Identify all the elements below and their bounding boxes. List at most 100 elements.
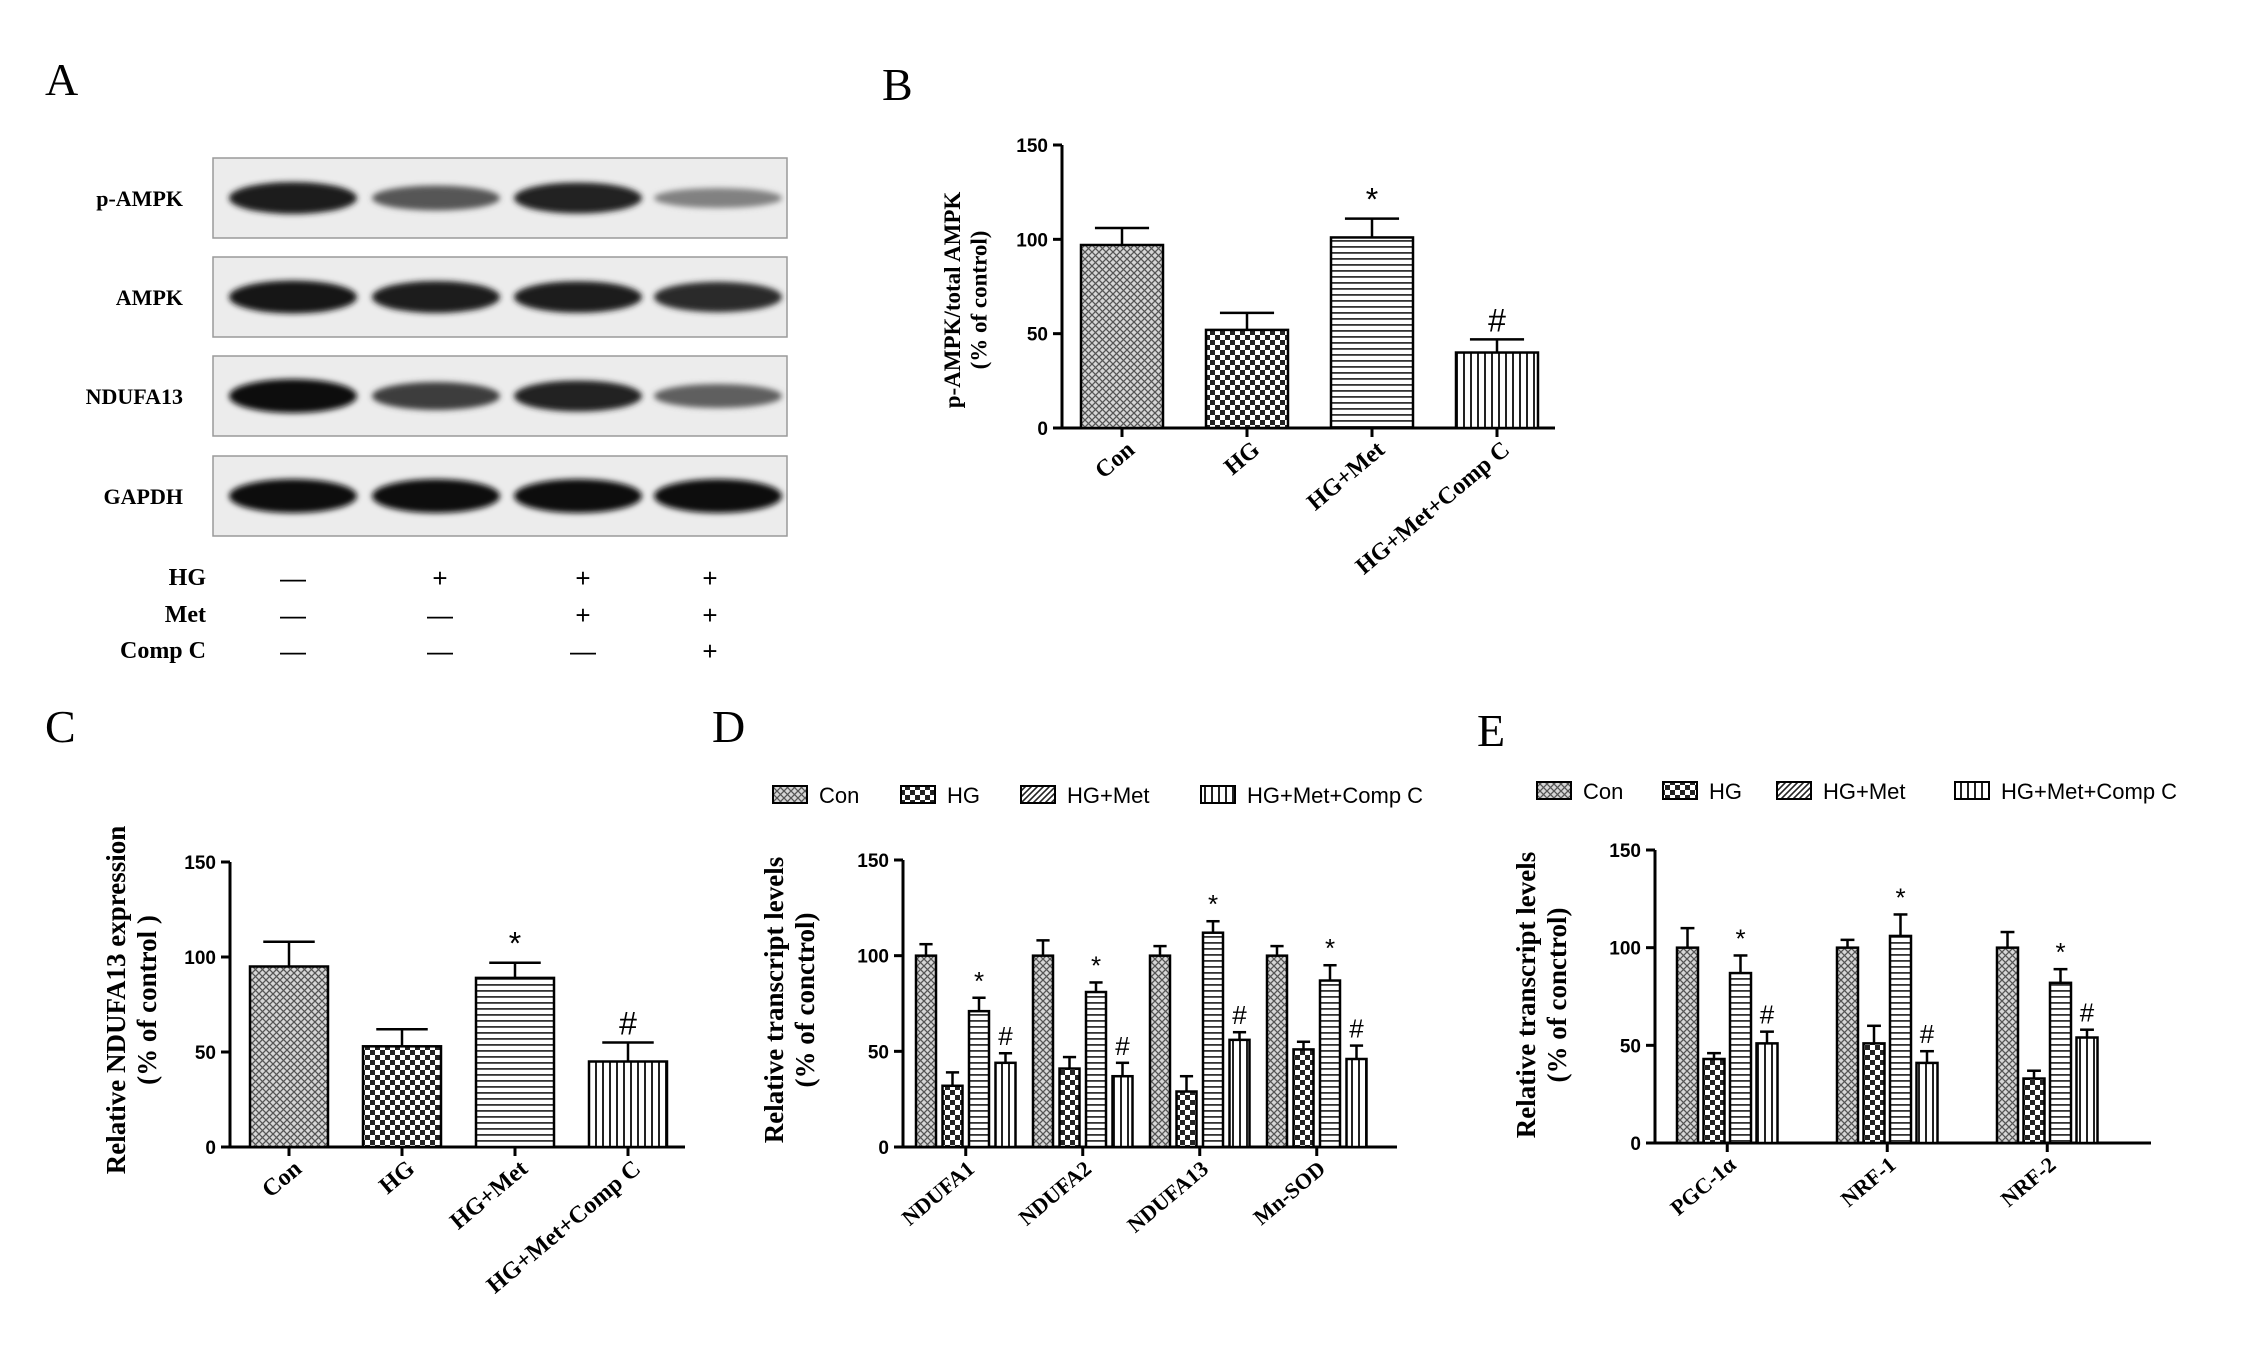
legend-label-con: Con bbox=[819, 783, 859, 808]
bar-mn-sod-hg bbox=[1292, 1048, 1315, 1149]
y-tick-label-50: 50 bbox=[868, 1042, 889, 1063]
y-tick-label-100: 100 bbox=[184, 948, 216, 969]
annotation-hg-met-comp-c: # bbox=[619, 1006, 637, 1042]
blot-band-p-ampk-lane-3 bbox=[514, 182, 642, 214]
y-axis-label-line-2: (% of conctrol) bbox=[1542, 908, 1572, 1083]
bar-nrf-1-hg-met-comp-c bbox=[1915, 1061, 1939, 1145]
y-axis-label: Relative transcript levels(% of conctrol… bbox=[1511, 852, 1572, 1138]
panel-letter-e: E bbox=[1477, 705, 1505, 756]
treatment-sign-met-3: + bbox=[575, 600, 590, 630]
bar-pgc-1-hg-met bbox=[1728, 971, 1753, 1145]
y-axis-label: Relative NDUFA13 expression(% of control… bbox=[101, 826, 162, 1174]
bar-mn-sod-hg-met bbox=[1318, 979, 1342, 1149]
treatment-sign-hg-3: + bbox=[575, 563, 590, 593]
bar-hg bbox=[1204, 328, 1290, 430]
annotation-ndufa13-hg-met: * bbox=[1208, 889, 1218, 919]
annotation-mn-sod-hg-met-comp-c: # bbox=[1349, 1014, 1364, 1044]
y-tick-label-0: 0 bbox=[205, 1138, 216, 1159]
bar-nrf-1-hg bbox=[1862, 1042, 1886, 1145]
blot-band-ndufa13-lane-3 bbox=[514, 380, 642, 412]
bar-hg-met bbox=[1329, 236, 1415, 430]
blot-band-gapdh-lane-2 bbox=[372, 479, 500, 513]
legend-swatch-hg-met bbox=[1020, 785, 1056, 804]
legend-label-con: Con bbox=[1583, 779, 1623, 804]
x-tick-label-hg: HG bbox=[1220, 436, 1266, 480]
treatment-sign-comp-c-4: + bbox=[702, 636, 717, 666]
blot-band-ampk-lane-3 bbox=[514, 281, 642, 313]
legend-label-hg: HG bbox=[947, 783, 980, 808]
y-axis-label-line-1: Relative transcript levels bbox=[1511, 852, 1541, 1138]
bar-ndufa2-con bbox=[1031, 954, 1055, 1149]
bar-hg-met-comp-c bbox=[587, 1060, 669, 1149]
annotation-nrf-1-hg-met: * bbox=[1895, 882, 1905, 912]
legend-label-hg-met-comp-c: HG+Met+Comp C bbox=[2001, 779, 2177, 804]
annotation-mn-sod-hg-met: * bbox=[1325, 933, 1335, 963]
x-tick-label-ndufa13: NDUFA13 bbox=[1122, 1156, 1213, 1238]
x-tick-label-pgc-1: PGC-1α bbox=[1665, 1151, 1741, 1220]
bar-mn-sod-hg-met-comp-c bbox=[1345, 1057, 1368, 1149]
blot-label-gapdh: GAPDH bbox=[104, 484, 183, 509]
blot-band-gapdh-lane-4 bbox=[654, 479, 782, 513]
bar-ndufa1-hg bbox=[941, 1084, 964, 1149]
blot-band-ampk-lane-1 bbox=[229, 280, 357, 314]
bar-nrf-2-con bbox=[1995, 946, 2020, 1145]
panel-a-western-blot: A p-AMPK AMPK NDUFA13 GAPDH HG — + + + Met — — + + Co… bbox=[45, 54, 788, 666]
blot-label-ndufa13: NDUFA13 bbox=[86, 384, 183, 409]
y-axis-label: p-AMPK/total AMPK(% of control) bbox=[940, 192, 991, 409]
legend-swatch-hg-met-comp-c bbox=[1200, 785, 1236, 804]
blot-band-gapdh-lane-3 bbox=[514, 479, 642, 513]
annotation-ndufa1-hg-met: * bbox=[974, 966, 984, 996]
treatment-sign-hg-4: + bbox=[702, 563, 717, 593]
y-axis-label-line-2: (% of control) bbox=[966, 231, 991, 370]
y-tick-label-150: 150 bbox=[1016, 136, 1048, 157]
legend-label-hg-met: HG+Met bbox=[1067, 783, 1150, 808]
treatment-label-comp-c: Comp C bbox=[120, 638, 206, 664]
annotation-ndufa13-hg-met-comp-c: # bbox=[1232, 1000, 1247, 1030]
annotation-ndufa2-hg-met: * bbox=[1091, 950, 1101, 980]
annotation-ndufa1-hg-met-comp-c: # bbox=[998, 1021, 1013, 1051]
bar-con bbox=[248, 965, 330, 1149]
legend-swatch-con bbox=[772, 785, 808, 804]
bar-hg bbox=[361, 1045, 443, 1149]
x-tick-label-con: Con bbox=[257, 1156, 306, 1203]
annotation-pgc-1-hg-met: * bbox=[1735, 923, 1745, 953]
chart-b: 0 50 100 150 p-AMPK/total AMPK(% of control)… bbox=[940, 136, 1555, 580]
annotation-hg-met: * bbox=[1366, 182, 1378, 218]
legend-swatch-hg bbox=[900, 785, 936, 804]
x-tick-label-hg-met: HG+Met bbox=[445, 1156, 532, 1235]
annotation-ndufa2-hg-met-comp-c: # bbox=[1115, 1031, 1130, 1061]
panel-letter-d: D bbox=[712, 701, 745, 752]
legend-swatch-hg bbox=[1662, 781, 1698, 800]
annotation-nrf-1-hg-met-comp-c: # bbox=[1920, 1019, 1935, 1049]
bar-nrf-1-con bbox=[1835, 946, 1860, 1145]
annotation-pgc-1-hg-met-comp-c: # bbox=[1760, 1000, 1775, 1030]
y-tick-label-0: 0 bbox=[878, 1138, 889, 1159]
y-tick-label-50: 50 bbox=[1027, 325, 1048, 346]
panel-letter-a: A bbox=[45, 54, 78, 105]
chart-e: 0 50 100 150 Relative transcript levels(% of… bbox=[1511, 779, 2177, 1220]
legend-swatch-con bbox=[1536, 781, 1572, 800]
x-tick-label-ndufa1: NDUFA1 bbox=[897, 1156, 979, 1231]
treatment-sign-met-1: — bbox=[280, 600, 306, 630]
y-axis-label-line-1: Relative NDUFA13 expression bbox=[101, 826, 131, 1174]
x-tick-label-hg-met: HG+Met bbox=[1302, 437, 1389, 516]
bar-ndufa13-hg-met-comp-c bbox=[1228, 1038, 1251, 1149]
treatment-sign-comp-c-3: — bbox=[570, 636, 596, 666]
annotation-hg-met-comp-c: # bbox=[1488, 302, 1506, 338]
y-axis-label-line-1: p-AMPK/total AMPK bbox=[940, 192, 965, 409]
blot-label-p-ampk: p-AMPK bbox=[96, 186, 183, 211]
blot-label-ampk: AMPK bbox=[116, 285, 183, 310]
bar-ndufa13-hg bbox=[1175, 1090, 1198, 1149]
bar-mn-sod-con bbox=[1265, 954, 1289, 1149]
treatment-sign-hg-1: — bbox=[280, 563, 306, 593]
y-axis-label-line-1: Relative transcript levels bbox=[759, 857, 789, 1143]
bar-hg-met-comp-c bbox=[1454, 351, 1540, 430]
blot-band-ndufa13-lane-4 bbox=[654, 384, 782, 408]
blot-band-ndufa13-lane-1 bbox=[229, 379, 357, 413]
x-tick-label-mn-sod: Mn-SOD bbox=[1248, 1156, 1330, 1230]
bar-hg-met bbox=[474, 976, 556, 1149]
chart-d: 0 50 100 150 Relative transcript levels(% of… bbox=[759, 783, 1423, 1237]
bar-ndufa1-hg-met-comp-c bbox=[994, 1061, 1017, 1149]
chart-c: 0 50 100 150 Relative NDUFA13 expression(% o… bbox=[101, 826, 685, 1299]
